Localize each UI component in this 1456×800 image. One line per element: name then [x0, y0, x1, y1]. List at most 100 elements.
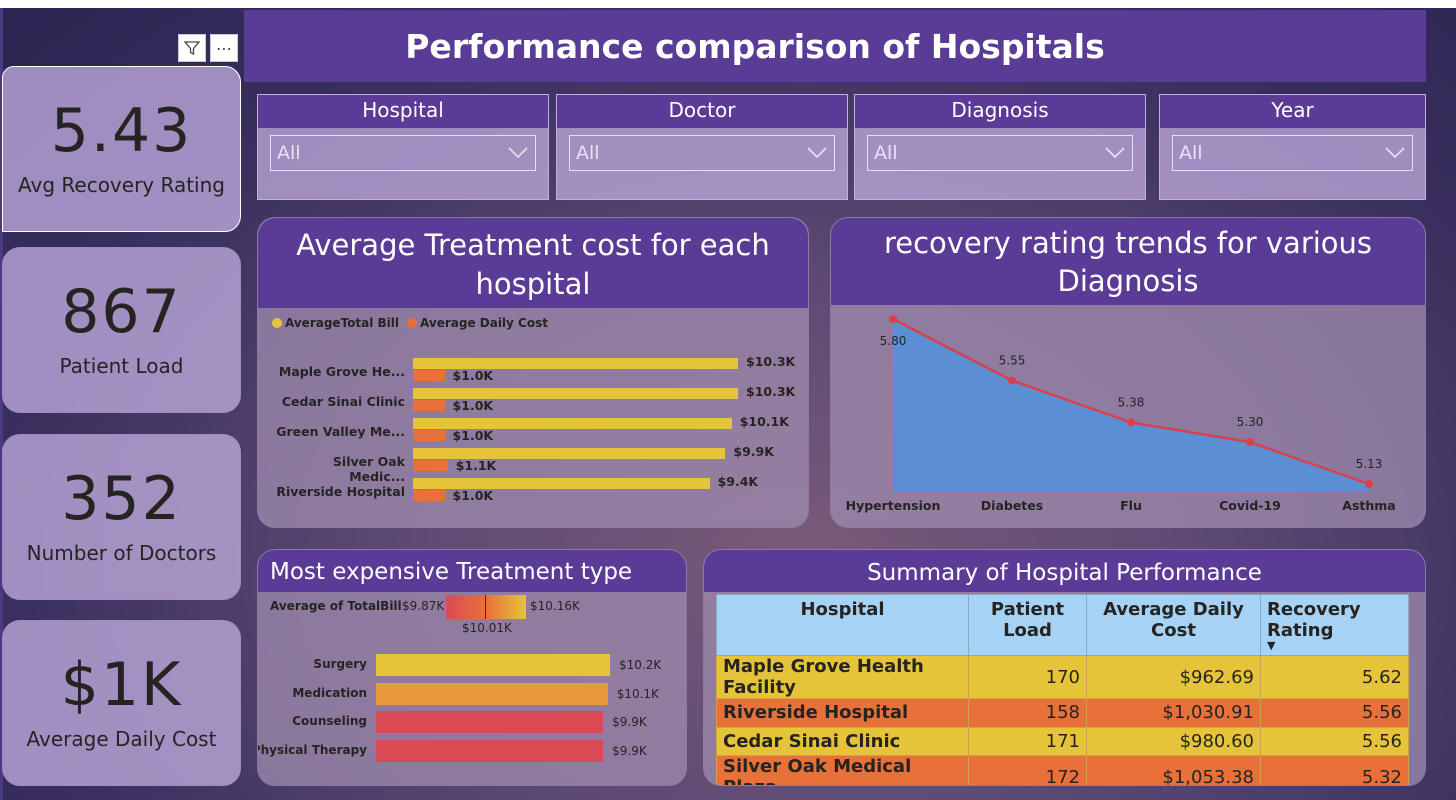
chart-title: recovery rating trends for various Diagn…	[831, 218, 1425, 305]
cell-hospital: Cedar Sinai Clinic	[716, 726, 969, 756]
dropdown-value: All	[576, 142, 600, 164]
bar-category-label: Green Valley Me...	[276, 424, 405, 439]
cell-hospital: Riverside Hospital	[716, 698, 969, 728]
kpi-patient-load[interactable]: 867 Patient Load	[2, 247, 241, 413]
data-label: 5.55	[999, 354, 1026, 368]
bar-data-label: $9.9K	[612, 715, 647, 729]
cell-hospital: Maple Grove Health Facility	[716, 655, 969, 699]
legend-item-total-bill[interactable]: AverageTotal Bill	[272, 316, 399, 330]
data-point[interactable]	[1127, 418, 1135, 427]
bar-total-bill[interactable]	[413, 418, 732, 429]
left-edge	[0, 8, 3, 800]
kpi-value: 352	[61, 464, 182, 534]
cell-recovery-rating: 5.56	[1260, 698, 1409, 728]
data-point[interactable]	[1008, 376, 1016, 385]
doctor-dropdown[interactable]: All	[569, 135, 835, 171]
kpi-average-daily-cost[interactable]: $1K Average Daily Cost	[2, 620, 241, 786]
treatment-bar[interactable]	[376, 739, 604, 762]
bar-total-bill[interactable]	[413, 388, 738, 399]
hospital-dropdown[interactable]: All	[270, 135, 536, 171]
table-row[interactable]: Silver Oak Medical Plaza172$1,053.385.32	[716, 755, 1409, 785]
column-header-recovery-rating[interactable]: Recovery Rating ▼	[1260, 594, 1409, 656]
legend-item-daily-cost[interactable]: Average Daily Cost	[407, 316, 548, 330]
cell-hospital: Silver Oak Medical Plaza	[716, 755, 969, 785]
bar-total-bill[interactable]	[413, 358, 738, 369]
recovery-trend-chart-card: recovery rating trends for various Diagn…	[830, 217, 1426, 528]
slicer-hospital: Hospital All	[257, 94, 549, 200]
more-options-icon[interactable]: ⋯	[210, 34, 238, 62]
data-label: 5.13	[1356, 457, 1383, 471]
cell-recovery-rating: 5.56	[1260, 726, 1409, 756]
column-header-average-daily-cost[interactable]: Average Daily Cost	[1086, 594, 1261, 656]
kpi-avg-recovery-rating[interactable]: 5.43 Avg Recovery Rating	[2, 66, 241, 232]
cell-average-daily-cost: $980.60	[1086, 726, 1261, 756]
year-dropdown[interactable]: All	[1172, 135, 1413, 171]
data-label: 5.38	[1118, 395, 1145, 409]
cell-patient-load: 172	[968, 755, 1087, 785]
column-header-hospital[interactable]: Hospital	[716, 594, 969, 656]
cell-patient-load: 170	[968, 655, 1087, 699]
gradient-legend-label: Average of TotalBill	[270, 599, 402, 613]
x-axis-tick-label: Hypertension	[846, 498, 941, 513]
x-axis-tick-label: Diabetes	[981, 498, 1043, 513]
bar-category-label: Silver Oak Medic...	[332, 454, 405, 484]
table-row[interactable]: Cedar Sinai Clinic 171 $980.60 5.56	[716, 726, 1409, 756]
slicer-title: Doctor	[557, 95, 847, 128]
bar-data-label: $1.0K	[452, 368, 494, 383]
chart-legend: AverageTotal Bill Average Daily Cost	[272, 316, 548, 330]
treatment-bar[interactable]	[376, 682, 608, 705]
gradient-legend-max: $10.16K	[530, 599, 580, 613]
cell-average-daily-cost: $1,030.91	[1086, 698, 1261, 728]
chevron-down-icon	[507, 136, 529, 178]
bar-daily-cost[interactable]	[413, 490, 445, 501]
bar-daily-cost[interactable]	[413, 400, 445, 411]
slicer-diagnosis: Diagnosis All	[854, 94, 1146, 200]
diagnosis-dropdown[interactable]: All	[867, 135, 1133, 171]
column-header-patient-load[interactable]: Patient Load	[968, 594, 1087, 656]
bar-data-label: $1.0K	[452, 398, 494, 413]
bar-total-bill[interactable]	[413, 448, 726, 459]
chevron-down-icon	[806, 136, 828, 178]
treatment-bar[interactable]	[376, 654, 610, 676]
dropdown-value: All	[277, 142, 301, 164]
bar-data-label: $9.4K	[717, 474, 759, 489]
bar-daily-cost[interactable]	[413, 430, 445, 441]
x-axis-tick-label: Asthma	[1342, 498, 1395, 513]
bar-daily-cost[interactable]	[413, 370, 445, 381]
table-title: Summary of Hospital Performance	[704, 550, 1425, 592]
kpi-number-of-doctors[interactable]: 352 Number of Doctors	[2, 434, 241, 600]
data-point[interactable]	[1246, 438, 1254, 447]
bar-data-label: $10.3K	[746, 384, 796, 399]
kpi-label: Average Daily Cost	[26, 727, 217, 751]
cell-patient-load: 158	[968, 698, 1087, 728]
table-row[interactable]: Riverside Hospital 158 $1,030.91 5.56	[716, 698, 1409, 728]
chevron-down-icon	[1104, 136, 1126, 178]
treatment-type-chart-card: Most expensive Treatment type Average of…	[257, 549, 687, 786]
data-point[interactable]	[889, 315, 897, 323]
page-title: Performance comparison of Hospitals	[405, 26, 1105, 66]
data-point[interactable]	[1365, 480, 1373, 488]
bar-data-label: $10.2K	[619, 658, 662, 672]
bar-total-bill[interactable]	[413, 478, 710, 489]
summary-table: Hospital Patient Load Average Daily Cost…	[716, 594, 1409, 785]
dropdown-value: All	[874, 142, 898, 164]
bar-data-label: $9.9K	[612, 743, 647, 758]
slicer-year: Year All	[1159, 94, 1426, 200]
dropdown-value: All	[1179, 142, 1203, 164]
area-fill	[893, 319, 1369, 492]
chevron-down-icon	[1384, 136, 1406, 178]
filter-icon[interactable]	[178, 34, 206, 62]
cell-recovery-rating: 5.62	[1260, 655, 1409, 699]
bar-daily-cost[interactable]	[413, 460, 448, 471]
treatment-bar[interactable]	[376, 711, 604, 733]
bar-data-label: $1.0K	[452, 488, 494, 503]
table-row[interactable]: Maple Grove Health Facility 170 $962.69 5.6…	[716, 655, 1409, 699]
kpi-value: $1K	[60, 650, 183, 720]
cell-patient-load: 171	[968, 726, 1087, 756]
page-header: Performance comparison of Hospitals	[244, 10, 1426, 82]
summary-table-card: Summary of Hospital Performance Hospital…	[703, 549, 1426, 786]
gradient-legend-bar	[446, 595, 526, 619]
x-axis-tick-label: Flu	[1120, 498, 1142, 513]
slicer-title: Diagnosis	[855, 95, 1145, 128]
treatment-cost-chart-card: Average Treatment cost for each hospital…	[257, 217, 809, 528]
